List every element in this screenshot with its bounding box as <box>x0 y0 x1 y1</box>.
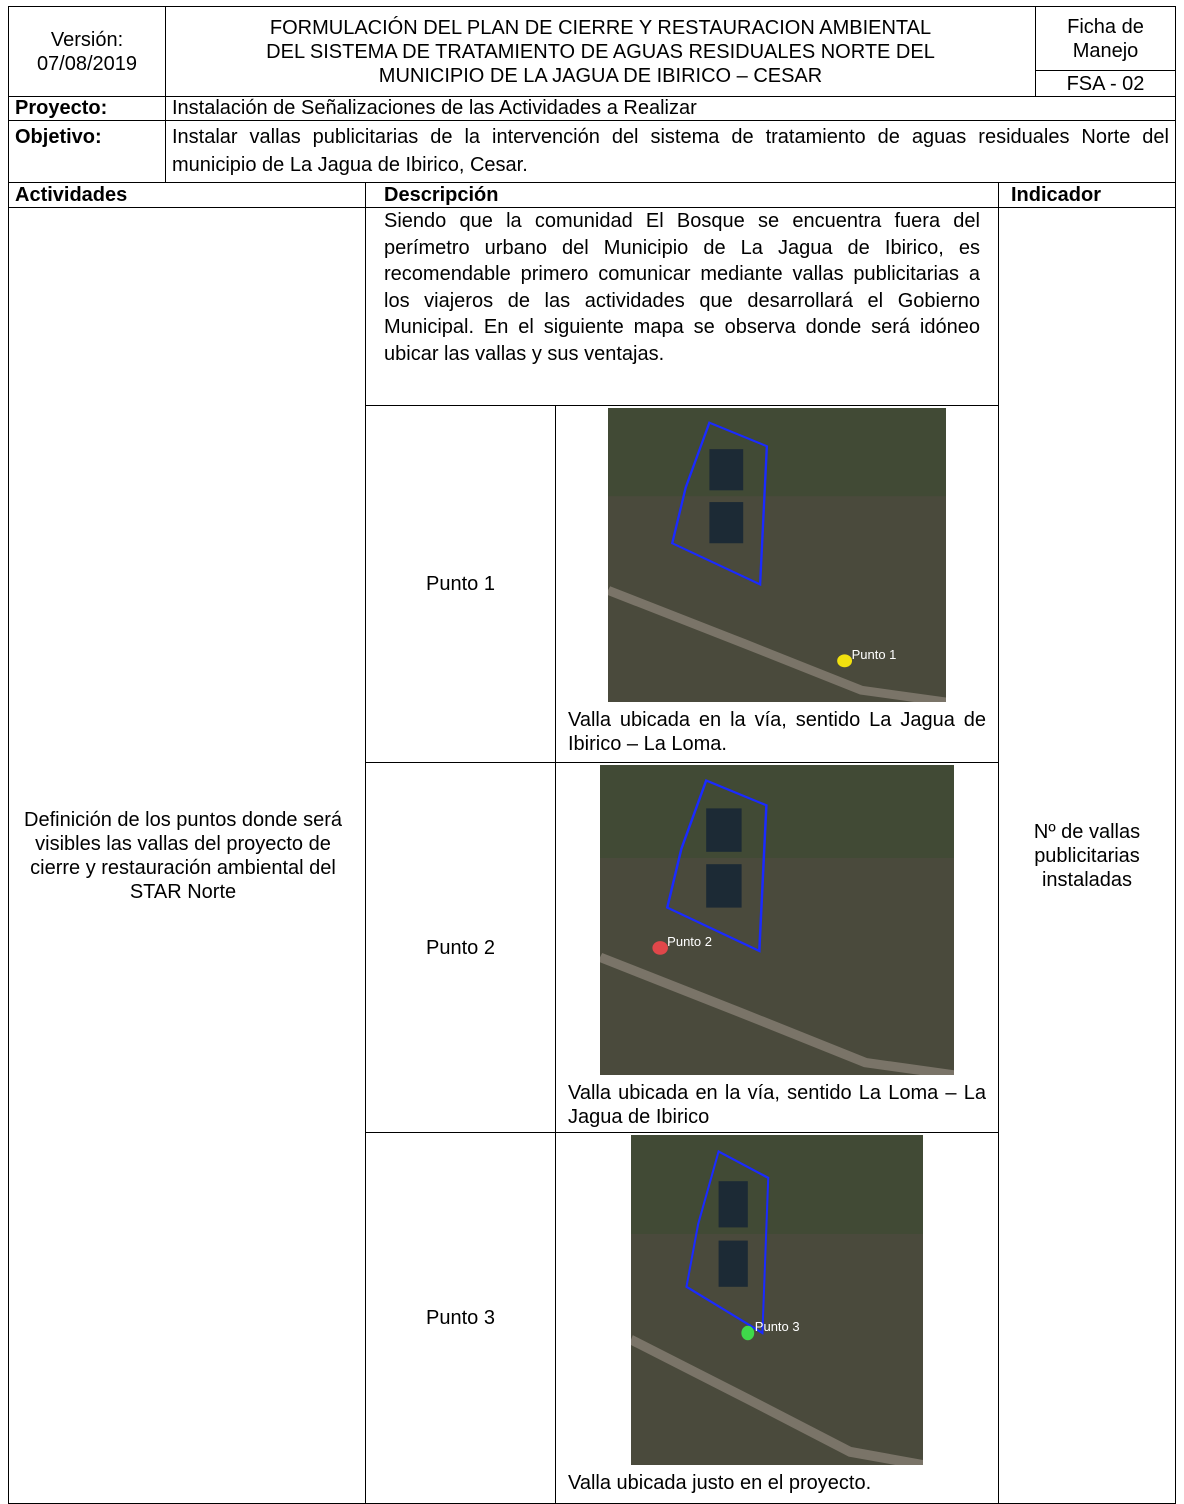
map-label: Punto 2 <box>667 933 712 949</box>
pond <box>706 808 742 852</box>
sheet-type-text: Ficha de Manejo <box>1067 15 1144 62</box>
title-line: FORMULACIÓN DEL PLAN DE CIERRE Y RESTAUR… <box>269 16 932 39</box>
map-green <box>600 765 954 858</box>
title-line: DEL SISTEMA DE TRATAMIENTO DE AGUAS RESI… <box>266 40 935 63</box>
point-label-cell: Punto 3 <box>365 1132 556 1504</box>
objective-label: Objetivo: <box>8 120 166 183</box>
pond <box>709 502 744 544</box>
map-green <box>631 1135 923 1234</box>
pin <box>741 1325 755 1341</box>
point-label-cell: Punto 1 <box>365 405 556 763</box>
point-label: Punto 2 <box>426 936 495 959</box>
road <box>600 952 954 1075</box>
pond <box>706 864 742 908</box>
point-image-cell: Punto 1 Valla ubicada en la vía, sentido … <box>555 405 999 763</box>
map-label: Punto 3 <box>754 1319 800 1334</box>
indicator-cell: Nº de vallas publicitarias instaladas <box>998 207 1176 1504</box>
boundary <box>665 778 768 953</box>
description-cell: Siendo que la comunidad El Bosque se enc… <box>365 207 999 406</box>
header-indicator: Indicador <box>998 182 1176 208</box>
objective-text: Instalar vallas publicitarias de la inte… <box>165 120 1176 183</box>
map-image <box>600 765 954 1075</box>
point-image-cell: Punto 2 Valla ubicada en la vía, sentido … <box>555 762 999 1133</box>
caption: Valla ubicada en la vía, sentido La Jagu… <box>568 709 986 755</box>
sheet-type: Ficha de Manejo <box>1035 6 1176 71</box>
project-text: Instalación de Señalizaciones de las Act… <box>165 96 1176 121</box>
project-label: Proyecto: <box>8 96 166 121</box>
map-green <box>608 408 946 497</box>
point-image-cell: Punto 3 Valla ubicada justo en el proyect… <box>555 1132 999 1504</box>
header-activities: Actividades <box>8 182 366 208</box>
point-label: Punto 1 <box>426 573 495 595</box>
indicator-text: Nº de vallas publicitarias instaladas <box>1033 820 1141 891</box>
title-line: MUNICIPIO DE LA JAGUA DE IBIRICO – CESAR <box>378 64 823 87</box>
road <box>631 1335 923 1465</box>
activity-cell: Definición de los puntos donde será visi… <box>8 207 366 1504</box>
road <box>608 586 946 702</box>
code-text: FSA - 02 <box>1066 72 1145 95</box>
caption: Valla ubicada justo en el proyecto. <box>568 1472 872 1494</box>
caption: Valla ubicada en la vía, sentido La Loma… <box>568 1082 986 1128</box>
version-label: Versión: <box>50 28 124 51</box>
pin <box>837 654 853 668</box>
code: FSA - 02 <box>1035 70 1176 97</box>
pin <box>652 941 668 955</box>
point-label-cell: Punto 2 <box>365 762 556 1133</box>
version-date: 07/08/2019 <box>36 52 138 75</box>
title-cell: FORMULACIÓN DEL PLAN DE CIERRE Y RESTAUR… <box>165 6 1036 97</box>
pond <box>718 1181 748 1228</box>
map-image <box>631 1135 923 1465</box>
map-label: Punto 1 <box>851 646 897 662</box>
header-description: Descripción <box>365 182 999 208</box>
pond <box>718 1240 748 1287</box>
activity-text: Definición de los puntos donde será visi… <box>24 808 342 903</box>
boundary <box>670 421 769 587</box>
map-image <box>608 408 946 702</box>
version-cell: Versión: 07/08/2019 <box>8 6 166 97</box>
boundary <box>685 1149 770 1335</box>
pond <box>709 449 744 491</box>
point-label: Punto 3 <box>426 1307 495 1329</box>
